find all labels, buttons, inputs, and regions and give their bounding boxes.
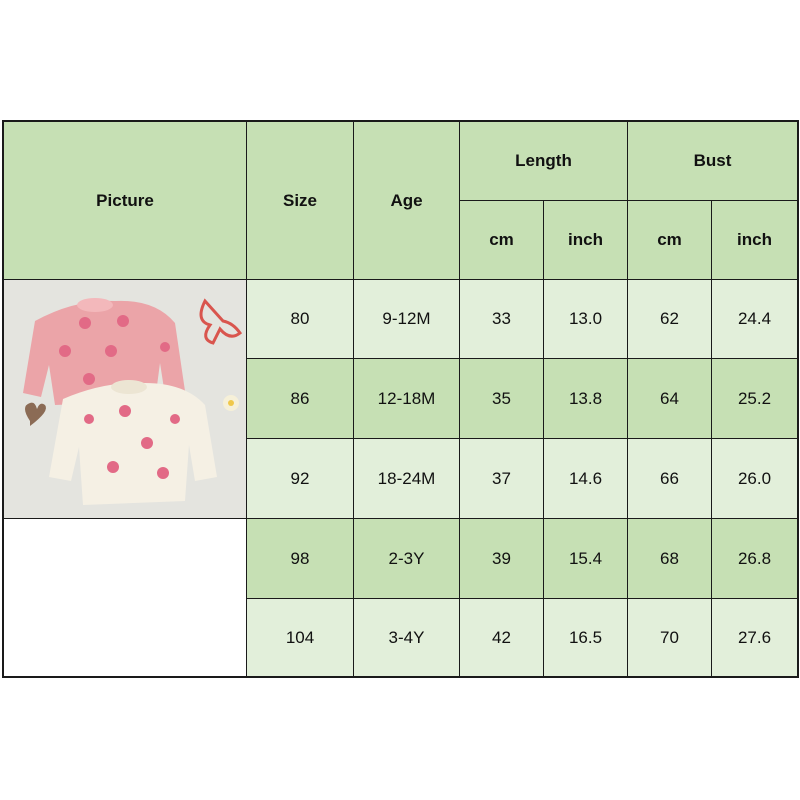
cell-age: 3-4Y [353,598,460,678]
header-bust-inch: inch [711,200,798,280]
bows [59,315,180,479]
header-age: Age [353,121,460,280]
sweater-product-photo-icon [5,281,245,517]
cell-size: 104 [246,598,354,678]
cell-bust-cm: 64 [627,358,712,439]
header-bust-cm: cm [627,200,712,280]
cell-length-cm: 35 [459,358,544,439]
cell-length-inch: 14.6 [543,438,628,519]
cell-age: 12-18M [353,358,460,439]
header-size: Size [246,121,354,280]
header-length-inch: inch [543,200,628,280]
cell-bust-cm: 66 [627,438,712,519]
cell-bust-inch: 25.2 [711,358,798,439]
cell-size: 86 [246,358,354,439]
header-length-cm: cm [459,200,544,280]
cell-size: 80 [246,279,354,359]
cell-age: 2-3Y [353,518,460,599]
cell-size: 98 [246,518,354,599]
cell-size: 92 [246,438,354,519]
cell-length-inch: 13.0 [543,279,628,359]
header-picture: Picture [3,121,247,280]
cell-age: 9-12M [353,279,460,359]
cell-bust-inch: 24.4 [711,279,798,359]
heart-icon [25,402,46,426]
cell-length-inch: 16.5 [543,598,628,678]
butterfly-icon [199,298,243,345]
product-picture [3,279,247,519]
cell-length-cm: 42 [459,598,544,678]
cell-length-cm: 39 [459,518,544,599]
cell-length-inch: 13.8 [543,358,628,439]
cell-bust-inch: 26.8 [711,518,798,599]
cell-bust-cm: 62 [627,279,712,359]
cell-length-inch: 15.4 [543,518,628,599]
pink-sweater [23,298,185,405]
header-bust: Bust [627,121,798,201]
cell-bust-inch: 27.6 [711,598,798,678]
cream-sweater [49,380,217,505]
header-length: Length [459,121,628,201]
cell-bust-cm: 68 [627,518,712,599]
empty-picture-cell [3,518,247,678]
cell-bust-inch: 26.0 [711,438,798,519]
cell-age: 18-24M [353,438,460,519]
cell-length-cm: 37 [459,438,544,519]
cell-bust-cm: 70 [627,598,712,678]
cell-length-cm: 33 [459,279,544,359]
